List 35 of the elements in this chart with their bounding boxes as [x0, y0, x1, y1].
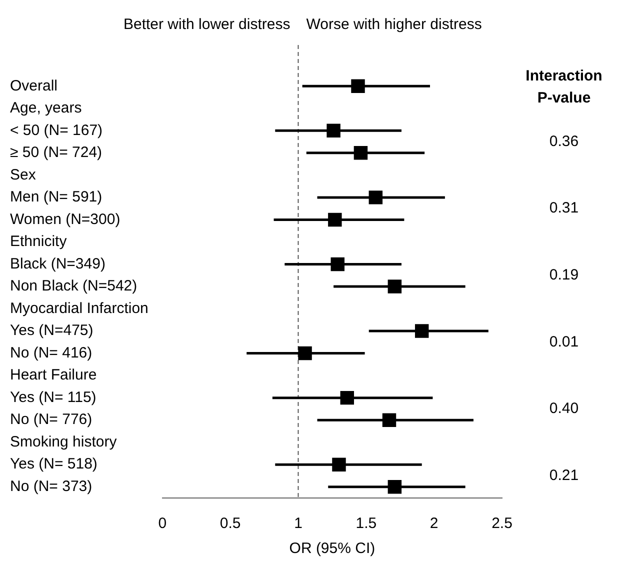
x-tick-label: 2.5: [492, 515, 512, 532]
y-tick-label: No (N= 416): [10, 344, 92, 362]
y-tick-label: Yes (N= 115): [10, 388, 96, 406]
text: 0.01: [549, 333, 579, 350]
x-tick-label: 1: [294, 515, 302, 532]
y-tick-label: No (N= 776): [10, 411, 92, 428]
text: 0.19: [549, 266, 579, 284]
x-tick-label: 1.5: [356, 515, 377, 532]
y-tick-label: Age, years: [10, 100, 82, 117]
text: 0.40: [549, 400, 579, 418]
y-tick-label: Non Black (N=542): [10, 278, 138, 295]
y-tick-label: Ethnicity: [10, 233, 68, 250]
x-tick-label: 2: [430, 515, 438, 532]
y-tick-label: Black (N=349): [10, 255, 106, 272]
y-tick-label: Heart Failure: [10, 366, 97, 384]
text: Better with lower distress: [124, 16, 290, 34]
text: 0.21: [549, 466, 579, 484]
text: Worse with higher distress: [306, 16, 482, 34]
y-tick-label: Overall: [10, 77, 58, 94]
x-tick-label: 0.5: [220, 515, 241, 532]
text: 0.36: [549, 132, 579, 150]
x-axis-title: OR (95% CI): [289, 540, 376, 558]
y-tick-label: Yes (N= 518): [10, 456, 98, 473]
y-tick-label: Women (N=300): [10, 210, 120, 228]
text: 0.31: [549, 200, 579, 217]
y-tick-label: < 50 (N= 167): [10, 122, 103, 139]
x-tick-label: 0: [158, 515, 167, 532]
y-tick-label: Men (N= 591): [10, 188, 102, 206]
y-tick-label: Sex: [10, 166, 36, 184]
y-tick-label: Myocardial Infarction: [10, 300, 148, 317]
text: Interaction P-value: [526, 67, 602, 106]
y-tick-label: No (N= 373): [10, 478, 92, 496]
y-tick-label: ≥ 50 (N= 724): [10, 144, 102, 162]
y-tick-label: Smoking history: [10, 433, 118, 450]
y-tick-label: Yes (N=475): [10, 322, 94, 340]
